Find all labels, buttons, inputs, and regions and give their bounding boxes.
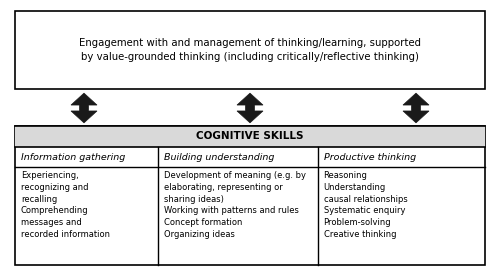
Text: Engagement with and management of thinking/learning, supported
by value-grounded: Engagement with and management of thinki… xyxy=(79,38,421,62)
Bar xyxy=(15,126,485,147)
Text: Development of meaning (e.g. by
elaborating, representing or
sharing ideas)
Work: Development of meaning (e.g. by elaborat… xyxy=(164,171,306,239)
Text: COGNITIVE SKILLS: COGNITIVE SKILLS xyxy=(196,131,304,141)
Text: Reasoning
Understanding
causal relationships
Systematic enquiry
Problem-solving
: Reasoning Understanding causal relations… xyxy=(324,171,407,239)
Polygon shape xyxy=(237,93,263,123)
Text: Experiencing,
recognizing and
recalling
Comprehending
messages and
recorded info: Experiencing, recognizing and recalling … xyxy=(21,171,110,239)
Bar xyxy=(15,11,485,89)
Polygon shape xyxy=(403,93,429,123)
Text: Information gathering: Information gathering xyxy=(21,153,125,162)
Polygon shape xyxy=(71,93,97,123)
Text: Building understanding: Building understanding xyxy=(164,153,274,162)
Bar xyxy=(15,126,485,265)
Text: Productive thinking: Productive thinking xyxy=(324,153,416,162)
